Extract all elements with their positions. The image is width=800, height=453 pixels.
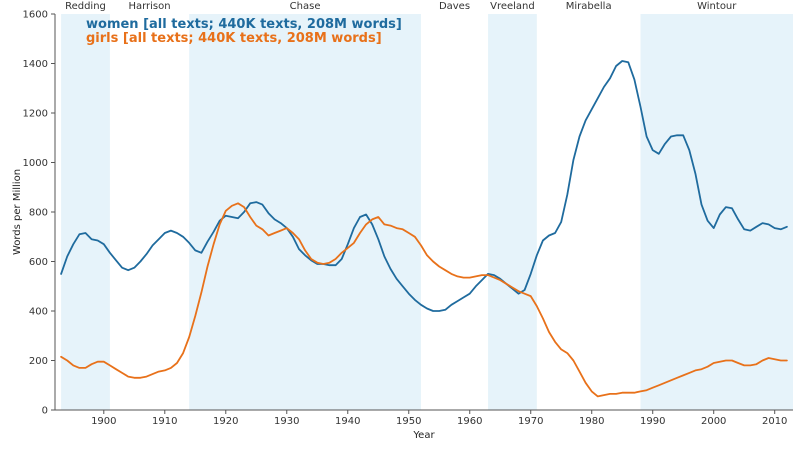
x-tick-label: 1950 [396, 416, 421, 427]
era-label-mirabella: Mirabella [566, 1, 612, 12]
x-tick-label: 2000 [701, 416, 726, 427]
x-tick-label: 2010 [762, 416, 787, 427]
x-tick-label: 1990 [640, 416, 665, 427]
y-tick-label: 1600 [23, 10, 48, 21]
era-label-harrison: Harrison [128, 1, 170, 12]
y-tick-label: 800 [29, 208, 48, 219]
x-tick-label: 1960 [457, 416, 482, 427]
legend: women [all texts; 440K texts, 208M words… [86, 17, 402, 46]
era-band-labels: Redding Harrison Chase Daves Vreeland Mirabel… [65, 1, 737, 12]
y-tick-label: 600 [29, 257, 48, 268]
x-tick-label: 1930 [274, 416, 299, 427]
y-tick-label: 400 [29, 307, 48, 318]
series-lines [60, 60, 788, 398]
x-tick-label: 1970 [518, 416, 543, 427]
x-tick-label: 1980 [579, 416, 604, 427]
y-tick-label: 1400 [23, 59, 48, 70]
y-ticks: 0 200 400 600 800 1000 1200 1400 1600 [23, 10, 55, 417]
era-label-redding: Redding [65, 1, 106, 12]
x-axis-title: Year [412, 430, 435, 441]
era-band-chase [189, 14, 421, 410]
series-line-women [60, 60, 788, 312]
era-label-wintour: Wintour [697, 1, 737, 12]
y-tick-label: 0 [42, 406, 48, 417]
legend-women: women [all texts; 440K texts, 208M words… [86, 17, 402, 32]
x-ticks: 1900 1910 1920 1930 1940 1950 1960 1970 1980 1990… [91, 410, 787, 427]
y-axis-title: Words per Million [12, 169, 23, 255]
era-band-vreeland [488, 14, 537, 410]
era-band-wintour [640, 14, 793, 410]
era-label-vreeland: Vreeland [490, 1, 535, 12]
y-tick-label: 1000 [23, 158, 48, 169]
legend-girls: girls [all texts; 440K texts, 208M words… [86, 31, 382, 46]
y-tick-label: 200 [29, 356, 48, 367]
x-tick-label: 1940 [335, 416, 360, 427]
y-tick-label: 1200 [23, 109, 48, 120]
era-label-daves: Daves [439, 1, 470, 12]
x-tick-label: 1900 [91, 416, 116, 427]
era-band-redding [61, 14, 110, 410]
series-line-girls [60, 202, 788, 398]
x-tick-label: 1910 [152, 416, 177, 427]
x-tick-label: 1920 [213, 416, 238, 427]
era-label-chase: Chase [290, 1, 321, 12]
era-bands [61, 14, 793, 410]
